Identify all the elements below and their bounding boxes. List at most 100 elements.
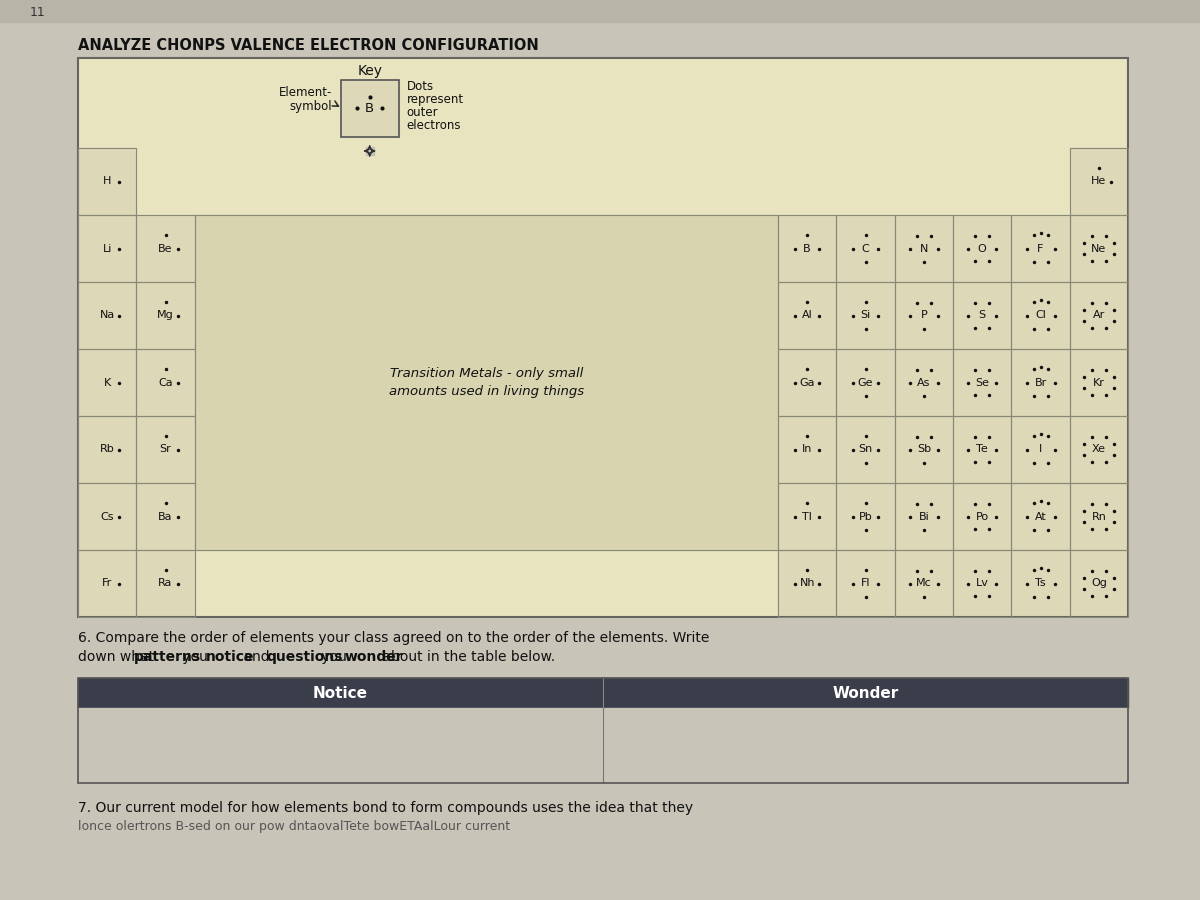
Bar [1012,416,1069,483]
Bar [1069,215,1128,282]
Bar [953,416,1012,483]
Bar [1012,349,1069,416]
Bar [836,349,895,416]
Text: Rn: Rn [1091,511,1106,521]
Bar [137,550,194,617]
Bar [137,483,194,550]
Text: Te: Te [977,445,988,455]
Bar [778,416,836,483]
Text: P: P [920,310,928,320]
Bar [836,483,895,550]
Text: wonder: wonder [344,650,403,664]
Bar [836,282,895,349]
Bar [895,550,953,617]
Bar [137,550,194,617]
Bar [78,483,137,550]
Text: Al: Al [802,310,812,320]
Text: patterns: patterns [133,650,200,664]
Bar [953,349,1012,416]
Text: represent: represent [407,93,464,106]
Text: down what: down what [78,650,158,664]
Text: Ge: Ge [858,377,874,388]
Bar [778,349,836,416]
Text: Mc: Mc [916,579,931,589]
Bar [895,282,953,349]
Bar [137,215,194,282]
Bar [78,708,1128,783]
Bar [78,148,137,215]
Bar [341,80,398,137]
Bar [778,416,836,483]
Text: K: K [103,377,110,388]
Bar [78,550,137,617]
Bar [953,416,1012,483]
Text: Kr: Kr [1093,377,1105,388]
Text: F: F [1037,244,1044,254]
Text: At: At [1034,511,1046,521]
Bar [778,282,836,349]
Bar [1069,550,1128,617]
Text: S: S [979,310,985,320]
Text: outer: outer [407,106,438,119]
Bar [78,678,1128,783]
Bar [1069,550,1128,617]
Bar [895,349,953,416]
Bar [0,0,1200,22]
Bar [1012,483,1069,550]
Text: Sn: Sn [858,445,872,455]
Text: Ts: Ts [1036,579,1046,589]
Bar [194,215,778,550]
Bar [137,416,194,483]
Bar [836,215,895,282]
Text: I: I [1039,445,1042,455]
Text: amounts used in living things: amounts used in living things [389,385,584,398]
Bar [1069,148,1128,215]
Bar [778,349,836,416]
Text: Li: Li [102,244,112,254]
Bar [137,483,194,550]
Bar [778,215,836,282]
Text: N: N [919,244,928,254]
Bar [1012,215,1069,282]
Bar [895,483,953,550]
Text: He: He [1091,176,1106,186]
Text: Bi: Bi [918,511,929,521]
Bar [1069,349,1128,416]
Text: B: B [365,102,374,115]
Bar [953,349,1012,416]
Bar [953,215,1012,282]
Bar [341,80,398,137]
Text: Fr: Fr [102,579,113,589]
Bar [836,550,895,617]
Text: Sb: Sb [917,445,931,455]
Text: ANALYZE CHONPS VALENCE ELECTRON CONFIGURATION: ANALYZE CHONPS VALENCE ELECTRON CONFIGUR… [78,39,539,53]
Bar [78,550,137,617]
Bar [953,215,1012,282]
Text: questions: questions [266,650,343,664]
Bar [1069,416,1128,483]
Text: Key: Key [358,64,382,78]
Bar [1069,215,1128,282]
Text: Rb: Rb [100,445,114,455]
Text: Og: Og [1091,579,1106,589]
Text: Nh: Nh [799,579,815,589]
Bar [1069,416,1128,483]
Bar [78,678,1128,708]
Text: symbol: symbol [290,100,332,113]
Text: Na: Na [100,310,115,320]
Bar [778,550,836,617]
Text: O: O [978,244,986,254]
Text: 11: 11 [30,5,46,19]
Bar [895,416,953,483]
Bar [137,215,194,282]
Bar [78,282,137,349]
Text: Ne: Ne [1091,244,1106,254]
Text: lonce olertrons B-sed on our pow dntaovalTete bowETAalLour current: lonce olertrons B-sed on our pow dntaova… [78,820,510,833]
Text: Mg: Mg [157,310,174,320]
Bar [78,215,137,282]
Bar [953,282,1012,349]
Bar [895,349,953,416]
Text: you: you [178,650,212,664]
Bar [1069,282,1128,349]
Bar [1012,215,1069,282]
